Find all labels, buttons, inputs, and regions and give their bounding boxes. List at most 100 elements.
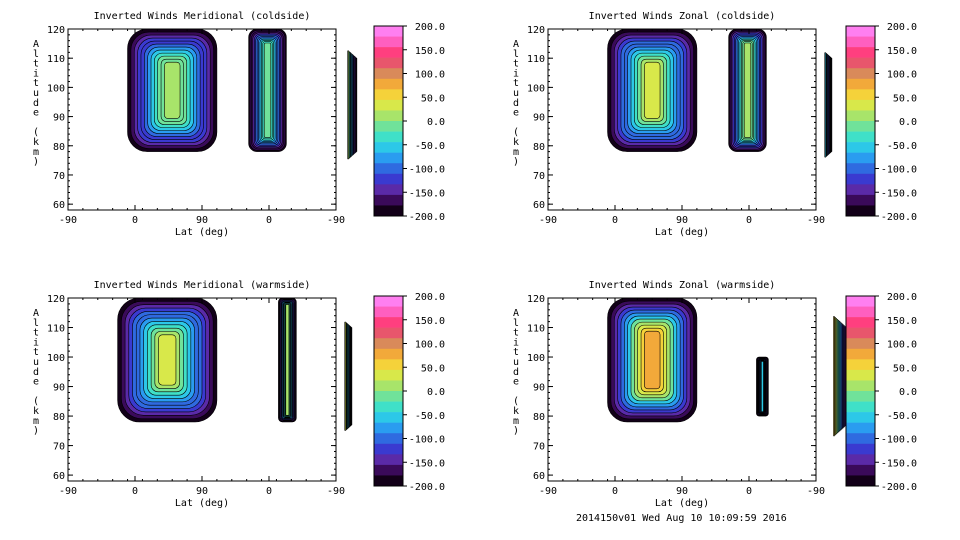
colorbar-swatch [846,391,875,402]
y-axis-label-char: ) [513,426,519,437]
contour-blob [824,52,833,158]
x-tick-label: 0 [266,215,272,226]
colorbar-swatch [846,173,875,185]
x-tick-label: 0 [746,486,752,497]
colorbar: 200.0 150.0 100.0 50.0 0.0 -50.0 -100.0 -150.0 -… [373,292,445,493]
y-tick-label: 120 [527,294,545,305]
contour-band [644,330,661,390]
y-axis-label-char: u [33,88,39,99]
colorbar-swatch [846,401,875,413]
contour-band [644,61,661,119]
y-axis-label-char: k [513,137,519,148]
chart-title: Inverted Winds Meridional (coldside) [94,11,311,22]
colorbar-swatch [846,194,875,206]
colorbar-label: -150.0 [881,458,917,469]
y-axis-label-char: e [33,108,39,119]
colorbar-label: 150.0 [415,316,445,327]
colorbar-swatch [846,142,875,153]
colorbar-swatch [374,464,403,476]
y-axis-label-char: A [513,39,519,50]
y-axis-label-char: u [513,357,519,368]
colorbar-swatch [374,443,403,455]
contour-blob [248,28,287,152]
colorbar-swatch [374,47,403,58]
x-tick-label: 0 [612,215,618,226]
x-tick-label: -90 [59,215,77,226]
colorbar-swatch [374,296,403,307]
colorbar-swatch [374,475,403,487]
y-axis-label-char: l [513,49,519,60]
colorbar-label: -200.0 [409,212,445,223]
y-axis-label-char: t [33,78,39,89]
colorbar-swatch [374,369,403,381]
contour-blob [607,28,698,152]
x-tick-label: 90 [676,215,688,226]
x-tick-label: -90 [59,486,77,497]
contour-blob [756,356,769,417]
colorbar-swatch [374,36,403,48]
contour-blob [344,321,353,431]
colorbar-swatch [846,433,875,445]
colorbar-swatch [846,36,875,48]
colorbar-label: 150.0 [415,46,445,57]
x-tick-label: -90 [327,215,345,226]
y-axis-label-char: i [33,68,39,79]
x-tick-label: -90 [539,486,557,497]
colorbar: 200.0 150.0 100.0 50.0 0.0 -50.0 -100.0 -150.0 -… [845,22,917,223]
y-axis-label-char: l [513,318,519,329]
y-axis-label-char: m [33,147,39,158]
y-axis-label-char: t [33,347,39,358]
colorbar-label: -50.0 [887,141,917,152]
y-axis-label-char: ( [33,127,39,138]
colorbar-swatch [846,99,875,111]
y-axis-label-char: d [33,98,39,109]
contour-band [761,361,764,412]
colorbar-label: 200.0 [415,22,445,33]
colorbar-label: -100.0 [409,435,445,446]
y-axis-label-char: i [513,337,519,348]
colorbar-label: 50.0 [893,363,917,374]
colorbar-label: 150.0 [887,316,917,327]
y-tick-label: 110 [47,54,65,65]
y-tick-label: 120 [527,25,545,36]
y-tick-label: 60 [53,200,65,211]
colorbar-swatch [846,78,875,90]
y-axis-label-char: e [33,377,39,388]
colorbar-swatch [846,68,875,80]
colorbar-swatch [374,380,403,392]
y-axis-label-char: k [33,406,39,417]
colorbar-swatch [374,78,403,90]
colorbar-swatch [846,380,875,392]
footer: 2014150v01 Wed Aug 10 10:09:59 2016 [0,512,960,526]
y-tick-label: 100 [527,353,545,364]
panels-group: Inverted Winds Meridional (coldside) -90 0… [33,11,917,509]
y-axis-label-char: t [513,78,519,89]
y-axis-label-char: ( [33,396,39,407]
contour-blob [117,297,218,423]
y-tick-label: 90 [53,113,65,124]
colorbar-label: 0.0 [427,387,445,398]
colorbar-label: -100.0 [881,435,917,446]
x-axis-label: Lat (deg) [175,498,229,509]
contour-band [824,52,827,158]
y-tick-label: 70 [533,442,545,453]
contour-blob [278,297,297,423]
x-axis-label: Lat (deg) [175,227,229,238]
colorbar-swatch [846,443,875,455]
colorbar-swatch [374,142,403,153]
y-axis-label-char: i [33,337,39,348]
x-axis-label: Lat (deg) [655,498,709,509]
colorbar-swatch [374,26,403,37]
colorbar-label: 50.0 [893,93,917,104]
colorbar-swatch [374,359,403,371]
chart-title: Inverted Winds Zonal (warmside) [589,280,776,291]
contour-band [344,321,347,431]
colorbar-swatch [374,306,403,318]
contour-blob [347,50,358,160]
colorbar-label: -150.0 [409,458,445,469]
colorbar-swatch [374,121,403,132]
chart-title: Inverted Winds Zonal (coldside) [589,11,776,22]
y-axis-label-char: u [33,357,39,368]
